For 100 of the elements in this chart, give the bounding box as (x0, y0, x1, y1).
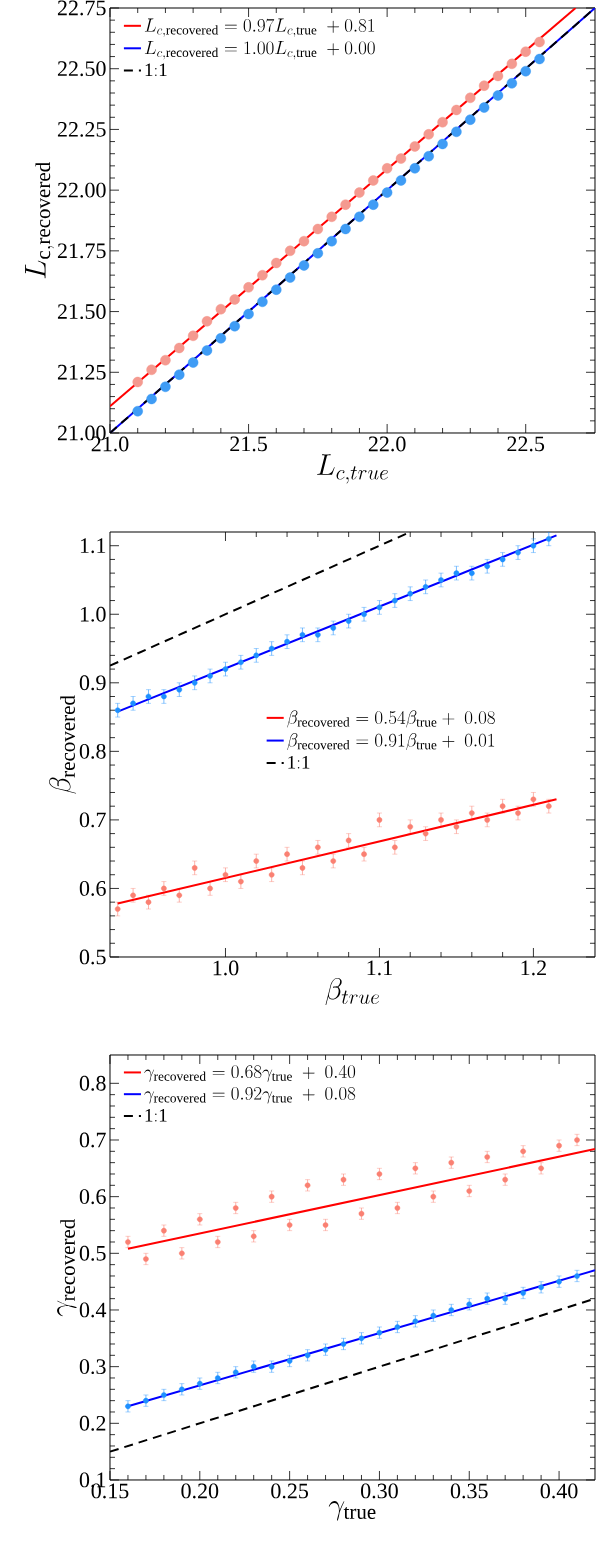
point (326, 235, 337, 247)
point (326, 211, 337, 223)
y-axis-title: $\gamma_{\mathrm{recovered}}$ (57, 1218, 77, 1317)
y-tick-label: 22.25 (57, 121, 106, 137)
y-tick-label: 0.8 (79, 1075, 106, 1091)
point (243, 308, 254, 320)
point (215, 303, 227, 315)
point (438, 577, 444, 583)
legend-label: $L_{c,\mathrm{recovered}} = 0.97L_{c,\mathrm{true}}\ +0.81$ (144, 18, 375, 37)
point (530, 542, 537, 549)
point (160, 354, 171, 366)
point (345, 837, 352, 844)
x-tick-label: 1.2 (521, 960, 546, 976)
point (534, 36, 545, 48)
point (174, 342, 185, 354)
y-tick-label: 0.9 (79, 675, 106, 691)
x-tick-label: 0.25 (271, 1483, 309, 1499)
point (453, 570, 460, 576)
point (484, 817, 491, 823)
point (299, 865, 306, 871)
y-tick-label: 1.1 (80, 538, 106, 554)
point (409, 163, 421, 174)
point (506, 58, 518, 70)
point (422, 830, 429, 837)
point (515, 549, 521, 556)
point (191, 865, 198, 871)
point (407, 590, 414, 597)
y-tick-label: 22.75 (57, 0, 106, 16)
point (546, 536, 552, 542)
point (114, 707, 121, 714)
y-tick-label: 0.3 (79, 1359, 106, 1375)
point (315, 844, 321, 851)
point (506, 78, 518, 89)
point (243, 282, 254, 293)
point (546, 803, 552, 809)
point (312, 248, 324, 259)
point (381, 187, 393, 198)
point (161, 693, 167, 700)
point (423, 150, 434, 162)
point (345, 618, 352, 624)
x-tick-label: 0.35 (450, 1483, 488, 1499)
point (368, 199, 379, 210)
y-tick-label: 21.75 (57, 243, 106, 259)
point (451, 126, 462, 138)
point (215, 333, 227, 344)
point (222, 871, 229, 878)
point (330, 858, 337, 864)
y-tick-label: 21.25 (57, 364, 106, 380)
point (361, 611, 367, 618)
point (492, 90, 504, 101)
point (284, 245, 296, 257)
legend-label: $\beta_{\mathrm{recovered}} = 0.54\beta_{\mathrm{true}}+\ 0.08$ (287, 710, 495, 728)
point (376, 817, 383, 823)
point (395, 153, 407, 164)
x-axis-title: $\beta_{true}$ (325, 978, 380, 1005)
legend-label: $\mathrm{1{:}1}$ (145, 63, 167, 77)
point (354, 211, 365, 223)
y-tick-label: 0.5 (79, 1245, 106, 1261)
point (271, 257, 282, 269)
point (492, 70, 504, 82)
point (130, 700, 136, 707)
point (268, 871, 275, 878)
point (437, 116, 448, 128)
point (145, 693, 152, 700)
point (187, 330, 199, 342)
point (438, 817, 444, 823)
y-tick-label: 1.0 (80, 606, 106, 622)
point (312, 223, 324, 235)
point (191, 680, 198, 686)
point (253, 858, 260, 864)
point (534, 53, 545, 65)
point (146, 393, 157, 405)
point (130, 892, 136, 899)
x-tick-label: 0.30 (361, 1483, 398, 1499)
point (422, 584, 429, 590)
point (520, 46, 531, 57)
x-tick-label: 1.1 (367, 960, 392, 976)
y-tick-label: 0.6 (79, 880, 106, 896)
point (160, 381, 171, 393)
point (465, 92, 476, 104)
point (315, 632, 321, 638)
point (423, 129, 434, 140)
y-tick-label: 0.7 (79, 812, 106, 828)
x-axis-title: $L_{c,true}$ (317, 454, 388, 484)
point (354, 187, 365, 198)
x-tick-label: 22.0 (368, 436, 406, 452)
point (284, 638, 290, 645)
legend-label: $\mathrm{1{:}1}$ (145, 1109, 167, 1122)
point (174, 369, 185, 380)
y-axis-title: $L_{\mathrm{c,recovered}}$ (25, 162, 55, 279)
point (484, 563, 491, 570)
point (271, 284, 282, 295)
y-tick-label: 0.2 (79, 1415, 106, 1431)
y-tick-label: 0.7 (79, 1132, 106, 1148)
point (284, 851, 290, 857)
point (299, 632, 306, 638)
legend-label: $\gamma_{\mathrm{recovered}} =0.92\gamma_{\mathrm{true}}\ +\ 0.08$ (144, 1087, 356, 1104)
point (407, 823, 414, 830)
point (201, 316, 213, 327)
point (238, 659, 244, 666)
